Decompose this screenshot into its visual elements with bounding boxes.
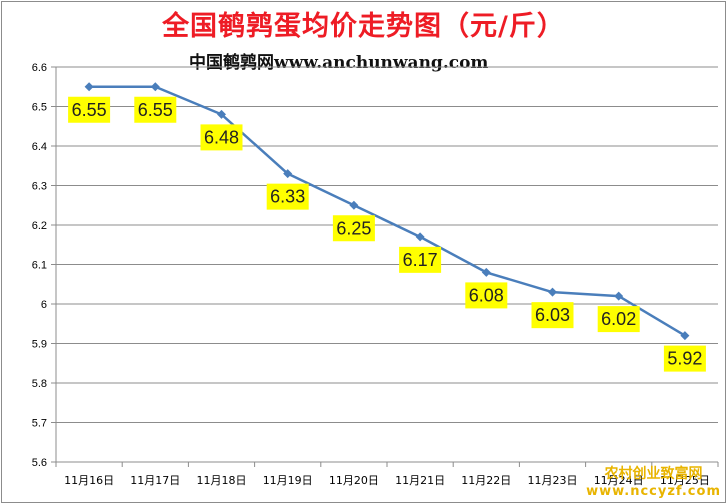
y-tick-label: 5.7 xyxy=(32,418,47,430)
data-label-box xyxy=(663,345,706,372)
data-label-box xyxy=(597,306,640,333)
data-labels: 6.55 6.55 6.48 6.33 6.25 6.17 6.08 6.03 6.02 5.92 xyxy=(68,96,706,372)
chart-subtitle: 中国鹌鹑网www.anchunwang.com xyxy=(189,53,489,73)
y-tick-label: 5.8 xyxy=(32,378,47,390)
x-axis-ticks: 11月16日 11月17日 11月18日 11月19日 11月20日 11月21日 11月2… xyxy=(64,474,710,487)
data-point-marker xyxy=(84,82,94,92)
site-watermark: 农村创业致富网 www.nccyzf.com xyxy=(586,466,721,500)
x-tick-label: 11月23日 xyxy=(528,474,578,487)
data-label-box xyxy=(68,96,111,123)
data-label: 6.02 xyxy=(601,309,636,329)
y-tick-label: 5.9 xyxy=(32,339,47,351)
x-tick-label: 11月25日 xyxy=(660,474,710,487)
data-point-marker xyxy=(415,232,425,242)
data-label: 6.17 xyxy=(403,250,438,270)
x-tick-label: 11月20日 xyxy=(329,474,379,487)
x-tick-label: 11月18日 xyxy=(197,474,247,487)
data-label: 6.48 xyxy=(204,127,239,147)
y-tick-label: 6.3 xyxy=(32,181,47,193)
y-tick-label: 5.6 xyxy=(32,457,47,469)
data-label: 6.33 xyxy=(270,187,305,207)
x-tick-label: 11月22日 xyxy=(461,474,511,487)
x-tick-label: 11月24日 xyxy=(594,474,644,487)
data-label-box xyxy=(134,96,177,123)
data-label-box xyxy=(332,215,375,242)
data-point-marker xyxy=(150,82,160,92)
watermark-name: 农村创业致富网 xyxy=(604,466,703,482)
data-label: 6.08 xyxy=(469,285,504,305)
data-label-box xyxy=(266,183,309,210)
series-line-path xyxy=(89,85,686,337)
data-point-marker xyxy=(548,287,557,297)
x-tick-label: 11月16日 xyxy=(64,474,114,487)
data-label-box xyxy=(465,282,508,309)
data-label: 5.92 xyxy=(667,349,702,369)
y-tick-label: 6 xyxy=(41,299,47,311)
x-tick-label: 11月19日 xyxy=(263,474,313,487)
y-tick-label: 6.1 xyxy=(32,260,47,272)
y-tick-label: 6.4 xyxy=(32,141,47,153)
x-tick-label: 11月17日 xyxy=(130,474,180,487)
y-axis-ticks: 5.6 5.7 5.8 5.9 6 6.1 6.2 6.3 6.4 6.5 6.6 xyxy=(32,62,47,469)
gridlines xyxy=(56,66,718,463)
data-point-marker xyxy=(217,109,226,119)
data-label: 6.55 xyxy=(72,100,107,120)
data-label: 6.55 xyxy=(138,100,173,120)
watermark-url: www.nccyzf.com xyxy=(586,484,721,499)
data-label: 6.03 xyxy=(535,305,570,325)
y-tick-label: 6.2 xyxy=(32,220,47,232)
data-point-marker xyxy=(614,291,624,301)
data-point-marker xyxy=(481,267,491,277)
data-point-marker xyxy=(680,331,690,341)
data-points xyxy=(84,82,690,341)
data-point-marker xyxy=(349,200,359,210)
data-label: 6.25 xyxy=(336,218,371,238)
y-tick-label: 6.5 xyxy=(32,102,47,114)
data-label-box xyxy=(200,124,243,151)
series-line xyxy=(89,85,686,337)
chart-title: 全国鹌鹑蛋均价走势图（元/斤） xyxy=(162,11,565,42)
axes xyxy=(51,66,719,467)
data-label-box xyxy=(399,246,442,273)
y-tick-label: 6.6 xyxy=(32,62,47,74)
data-point-marker xyxy=(283,169,293,179)
data-label-box xyxy=(531,302,574,329)
x-tick-label: 11月21日 xyxy=(395,474,445,487)
